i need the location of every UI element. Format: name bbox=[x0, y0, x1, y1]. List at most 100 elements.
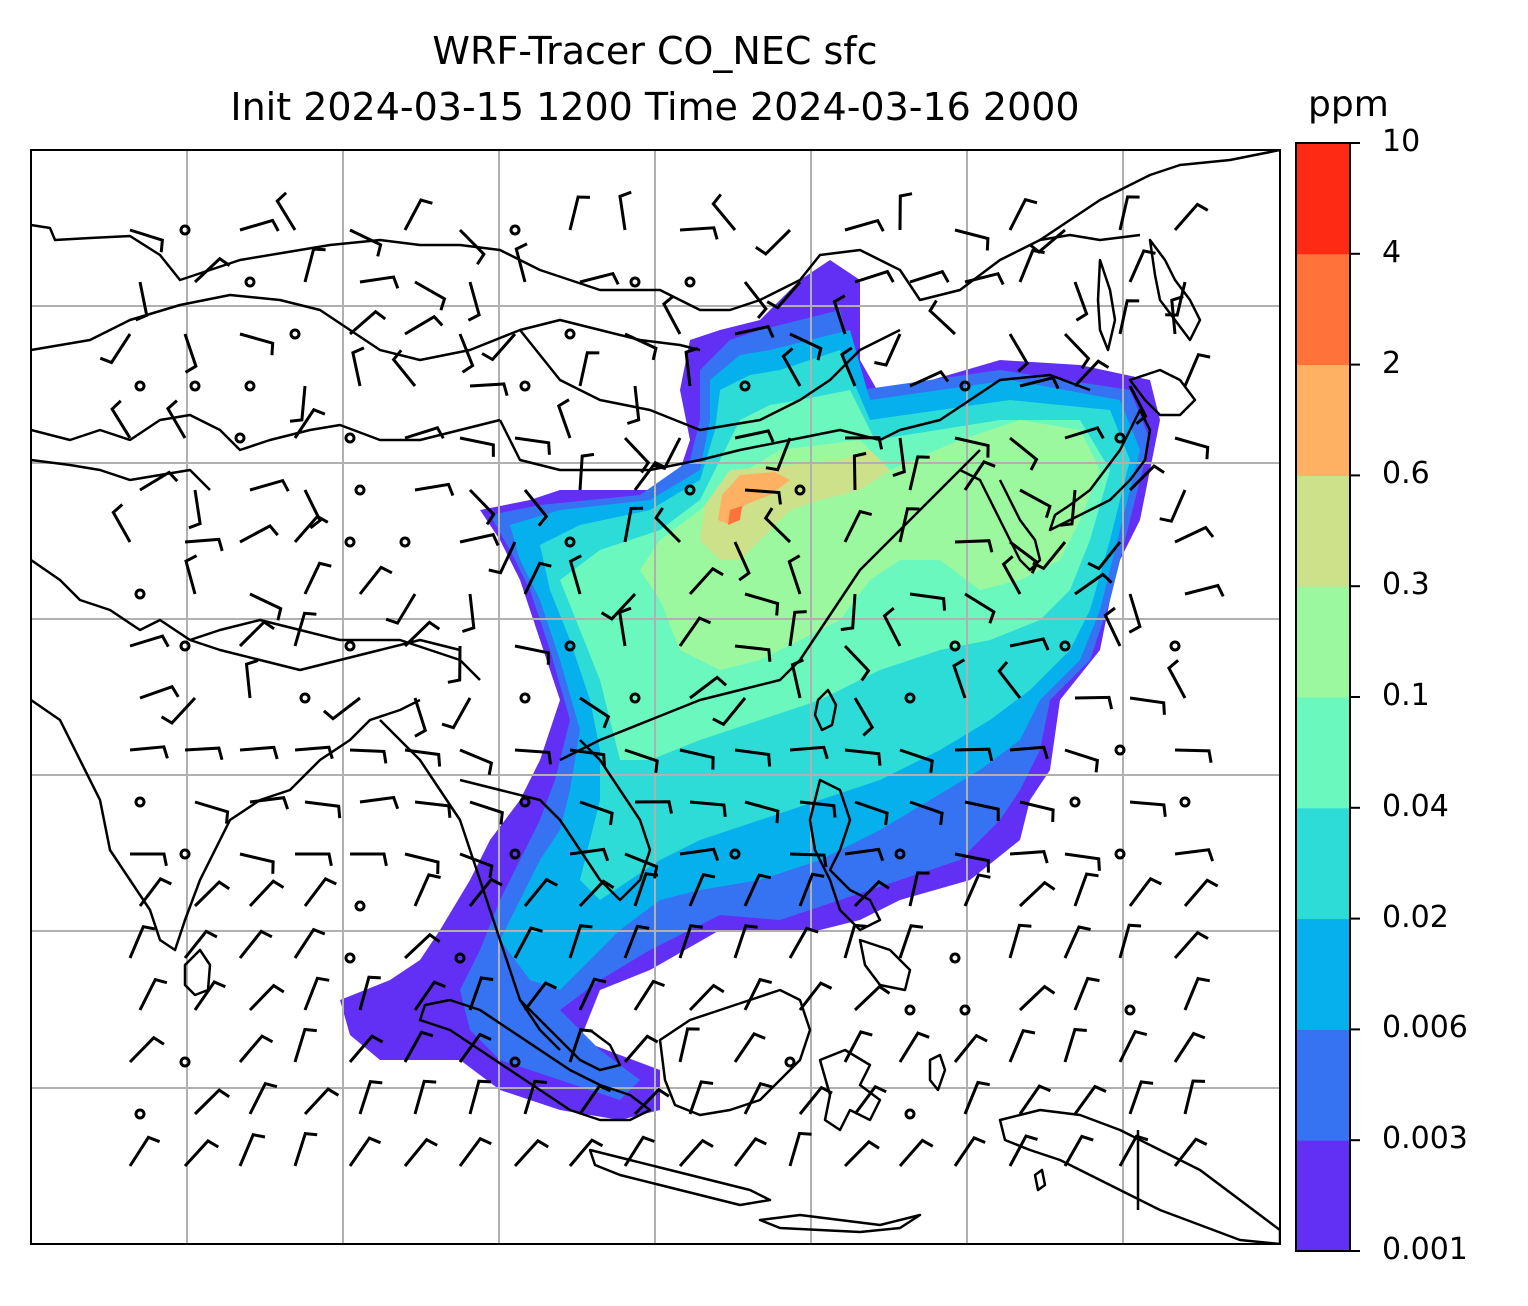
wind-barb bbox=[414, 280, 447, 311]
wind-barb bbox=[789, 745, 829, 760]
calm-wind-marker bbox=[1169, 640, 1181, 652]
wind-barb bbox=[238, 929, 273, 959]
wind-barb bbox=[843, 1139, 880, 1168]
wind-barb bbox=[239, 218, 280, 232]
wind-barb bbox=[303, 489, 322, 530]
wind-barb bbox=[579, 271, 620, 286]
wind-barb bbox=[953, 1033, 988, 1063]
wind-barb bbox=[798, 872, 825, 907]
wind-barb bbox=[964, 592, 996, 624]
wind-barb bbox=[458, 1136, 492, 1167]
wind-barb bbox=[514, 242, 528, 283]
wind-barb bbox=[744, 592, 780, 616]
wind-barb bbox=[403, 198, 433, 231]
wind-barb bbox=[688, 983, 725, 1012]
wind-barb bbox=[238, 620, 275, 648]
wind-barb bbox=[626, 385, 641, 425]
wind-barb bbox=[1008, 333, 1030, 373]
wind-barb bbox=[623, 1135, 655, 1167]
wind-barb bbox=[909, 800, 944, 826]
wind-barb bbox=[928, 299, 957, 336]
colorbar-tick-label: 0.3 bbox=[1382, 567, 1430, 603]
wind-barb bbox=[138, 977, 168, 1011]
colorbar-tick-label: 0.003 bbox=[1382, 1121, 1468, 1157]
calm-wind-marker bbox=[794, 484, 806, 496]
wind-barb bbox=[711, 193, 737, 231]
wind-barb bbox=[468, 877, 503, 907]
wind-barb bbox=[468, 1079, 491, 1115]
wind-barb bbox=[413, 697, 428, 738]
wind-barb bbox=[385, 593, 417, 625]
calm-wind-marker bbox=[509, 1056, 521, 1068]
wind-barb bbox=[624, 748, 659, 773]
wind-barb bbox=[678, 924, 703, 959]
wind-barb bbox=[294, 745, 334, 760]
wind-barb bbox=[556, 398, 572, 439]
wind-barb bbox=[441, 697, 472, 730]
wind-barb bbox=[754, 228, 792, 256]
wind-barb bbox=[633, 460, 667, 491]
wind-barb bbox=[623, 506, 644, 543]
wind-barb bbox=[1063, 1027, 1087, 1063]
wind-barb bbox=[303, 247, 326, 283]
wind-barb bbox=[514, 748, 552, 765]
colorbar-segment-0.006 bbox=[1296, 918, 1350, 1030]
wind-barb bbox=[909, 370, 950, 388]
wind-barb bbox=[743, 977, 773, 1011]
wind-barb bbox=[843, 1030, 873, 1063]
wind-barb bbox=[1173, 202, 1209, 231]
wind-barb bbox=[734, 429, 775, 443]
wind-barb bbox=[293, 611, 317, 647]
colorbar-segment-0.02 bbox=[1296, 807, 1350, 920]
calm-wind-marker bbox=[564, 536, 576, 548]
wind-barb bbox=[1064, 748, 1100, 773]
wind-barb bbox=[954, 539, 994, 553]
wind-barb bbox=[688, 566, 724, 596]
japan-hokkaido bbox=[1128, 368, 1197, 417]
title-line-2: Init 2024-03-15 1200 Time 2024-03-16 200… bbox=[230, 85, 1080, 129]
wind-barb bbox=[1118, 195, 1140, 231]
wind-barb bbox=[854, 800, 889, 826]
wind-barb bbox=[679, 748, 715, 770]
northeast-coast bbox=[1039, 150, 1280, 242]
wind-barb bbox=[193, 1088, 231, 1116]
wind-barb bbox=[1064, 852, 1101, 871]
kamchatka bbox=[1148, 238, 1202, 342]
wind-barb bbox=[569, 847, 610, 862]
colorbar-tick-label: 4 bbox=[1382, 234, 1402, 270]
wind-barb bbox=[1118, 923, 1142, 959]
malay-peninsula bbox=[519, 999, 622, 1072]
calm-wind-marker bbox=[354, 900, 366, 912]
calm-wind-marker bbox=[564, 328, 576, 340]
wind-barb bbox=[459, 532, 500, 547]
wind-barb bbox=[488, 541, 517, 575]
wind-barb bbox=[303, 1087, 340, 1116]
wind-barb bbox=[789, 852, 828, 868]
wind-barb bbox=[743, 281, 768, 319]
wind-barb bbox=[514, 644, 550, 665]
thailand-vietnam bbox=[459, 739, 652, 902]
wind-barb bbox=[1183, 1079, 1206, 1115]
wind-barb bbox=[1165, 281, 1187, 317]
colorbar-tick-label: 0.02 bbox=[1382, 899, 1449, 935]
sulawesi bbox=[818, 1048, 882, 1132]
calm-wind-marker bbox=[179, 640, 191, 652]
wind-barb bbox=[523, 561, 552, 595]
map-frame bbox=[30, 149, 1281, 1245]
wind-barb bbox=[908, 871, 930, 907]
wind-barb bbox=[194, 800, 230, 824]
wind-barb bbox=[523, 877, 558, 907]
wind-barb bbox=[248, 1081, 278, 1115]
wind-barb bbox=[403, 1030, 434, 1063]
japan-honshu bbox=[1048, 408, 1152, 532]
calm-wind-marker bbox=[1069, 796, 1081, 808]
wind-barb bbox=[568, 1138, 604, 1167]
wind-barb bbox=[633, 872, 659, 907]
wind-barb bbox=[129, 228, 165, 253]
wind-barb bbox=[578, 879, 615, 908]
wind-barb bbox=[1008, 197, 1038, 231]
calm-wind-marker bbox=[519, 692, 531, 704]
calm-wind-marker bbox=[629, 692, 641, 704]
calm-wind-marker bbox=[134, 1108, 146, 1120]
wind-barb bbox=[1173, 1031, 1206, 1063]
